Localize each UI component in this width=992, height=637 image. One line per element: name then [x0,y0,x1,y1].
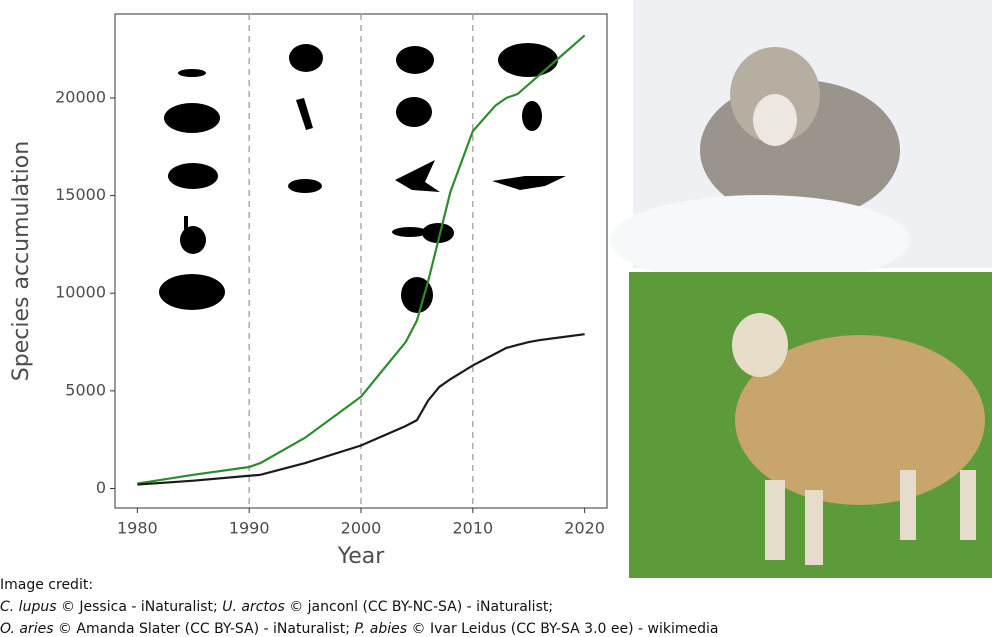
series-line [137,333,585,486]
x-tick-label: 2010 [452,519,493,538]
x-axis-label: Year [337,544,386,569]
sheep-photo [629,272,992,578]
x-tick-label: 2000 [341,519,382,538]
y-tick-label: 15000 [55,185,106,204]
credit-segment: © janconl (CC BY-NC-SA) - iNaturalist; [285,599,553,615]
x-tick-label: 1990 [229,519,270,538]
credit-segment: © Jessica - iNaturalist; [57,599,223,615]
y-axis-label: Species accumulation [9,141,34,381]
credit-segment: © Amanda Slater (CC BY-SA) - iNaturalist… [53,621,354,637]
y-tick-label: 10000 [55,283,106,302]
credit-segment: O. aries [0,621,53,637]
x-tick-label: 1980 [117,519,158,538]
credit-line: C. lupus © Jessica - iNaturalist; U. arc… [0,599,553,615]
wolf-photo [610,0,992,285]
series-line [137,34,586,485]
credit-segment: © Ivar Leidus (CC BY-SA 3.0 ee) - wikime… [407,621,718,637]
y-tick-label: 0 [96,478,106,497]
y-tick-label: 5000 [65,380,106,399]
credit-segment: U. arctos [222,599,285,615]
y-tick-label: 20000 [55,87,106,106]
x-tick-label: 2020 [564,519,605,538]
credit-line: O. aries © Amanda Slater (CC BY-SA) - iN… [0,621,718,637]
credit-segment: C. lupus [0,599,57,615]
credit-segment: P. abies [354,621,407,637]
credit-heading: Image credit: [0,577,93,593]
silhouettes [159,43,566,313]
